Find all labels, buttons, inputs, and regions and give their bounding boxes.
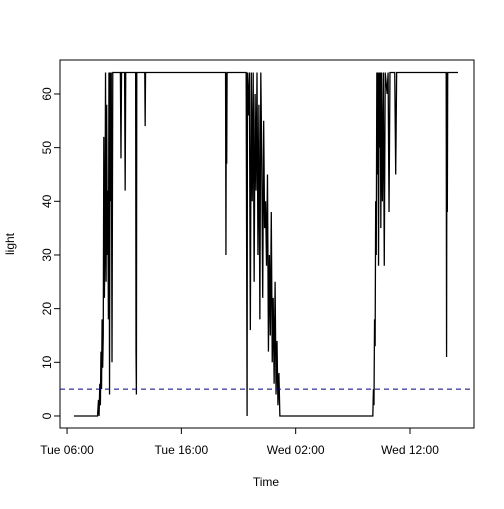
x-tick-label: Tue 16:00: [155, 443, 209, 457]
x-axis-label: Time: [253, 475, 280, 489]
y-tick-label: 10: [40, 355, 54, 369]
y-tick-label: 30: [40, 248, 54, 262]
y-tick-label: 0: [40, 412, 54, 419]
x-tick-label: Wed 02:00: [267, 443, 325, 457]
data-line: [73, 71, 458, 417]
x-tick-label: Tue 06:00: [40, 443, 94, 457]
y-tick-label: 20: [40, 302, 54, 316]
x-tick-label: Wed 12:00: [381, 443, 439, 457]
y-tick-label: 60: [40, 87, 54, 101]
y-tick-label: 40: [40, 194, 54, 208]
y-tick-label: 50: [40, 141, 54, 155]
y-axis-label: light: [3, 232, 17, 255]
plot-frame: [59, 59, 475, 429]
